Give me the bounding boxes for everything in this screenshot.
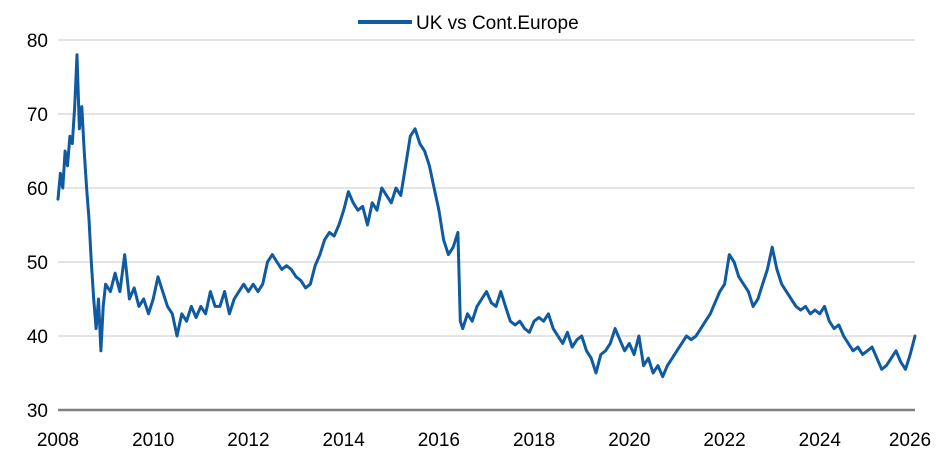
x-axis-tick-labels: 2008 2010 2012 2014 2016 2018 2020 2022 2024 2026 (37, 430, 931, 451)
y-tick-label: 50 (27, 253, 48, 274)
y-tick-label: 80 (27, 31, 48, 52)
legend-label: UK vs Cont.Europe (416, 13, 579, 34)
x-tick-label: 2008 (37, 430, 79, 451)
y-tick-label: 30 (27, 401, 48, 422)
x-tick-label: 2012 (227, 430, 269, 451)
x-tick-label: 2014 (323, 430, 366, 451)
x-tick-label: 2010 (132, 430, 174, 451)
series-line-0 (56, 53, 917, 379)
y-tick-label: 70 (27, 105, 48, 126)
x-tick-label: 2016 (418, 430, 460, 451)
x-tick-label: 2020 (608, 430, 650, 451)
x-tick-label: 2026 (889, 430, 931, 451)
y-axis-tick-labels: 30 40 50 60 70 80 (27, 31, 48, 422)
legend: UK vs Cont.Europe (358, 13, 579, 34)
x-tick-label: 2024 (799, 430, 842, 451)
x-tick-label: 2022 (703, 430, 745, 451)
series-group (56, 53, 917, 379)
x-tick-label: 2018 (513, 430, 555, 451)
y-tick-label: 40 (27, 327, 48, 348)
gridlines (58, 39, 915, 337)
y-tick-label: 60 (27, 179, 48, 200)
